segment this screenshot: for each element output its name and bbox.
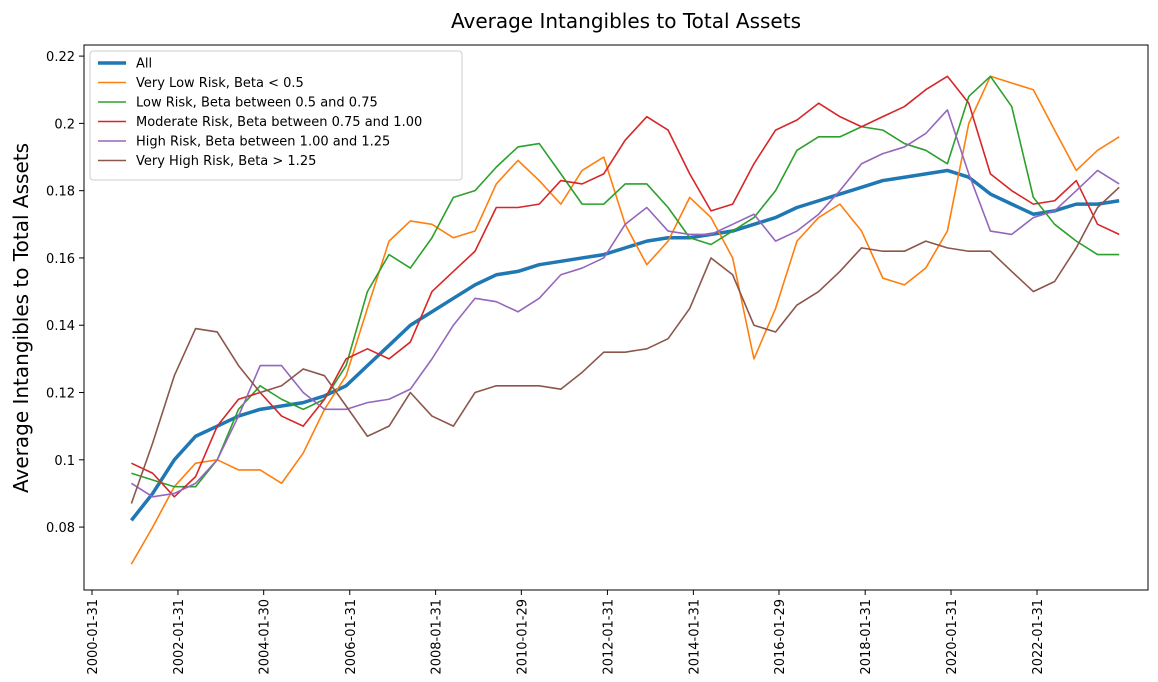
x-tick-label: 2020-01-31 <box>945 599 960 675</box>
y-tick-label: 0.12 <box>46 387 75 402</box>
y-tick-label: 0.16 <box>46 252 75 267</box>
legend-label: Moderate Risk, Beta between 0.75 and 1.0… <box>136 115 422 130</box>
x-tick-label: 2016-01-29 <box>773 599 788 675</box>
x-tick-label: 2022-01-31 <box>1031 599 1046 675</box>
y-tick-label: 0.22 <box>46 50 75 65</box>
chart-title: Average Intangibles to Total Assets <box>451 9 801 33</box>
legend-label: High Risk, Beta between 1.00 and 1.25 <box>136 135 390 150</box>
y-tick-label: 0.1 <box>54 454 75 469</box>
x-tick-label: 2014-01-31 <box>687 599 702 675</box>
x-tick-label: 2012-01-31 <box>601 599 616 675</box>
x-tick-label: 2008-01-31 <box>430 599 445 675</box>
x-tick-label: 2010-01-29 <box>515 599 530 675</box>
y-tick-label: 0.08 <box>46 521 75 536</box>
x-tick-label: 2006-01-31 <box>344 599 359 675</box>
y-tick-label: 0.2 <box>54 117 75 132</box>
legend-box <box>89 50 463 181</box>
legend-label: Low Risk, Beta between 0.5 and 0.75 <box>136 96 378 111</box>
series-line <box>130 186 1120 504</box>
series-line <box>130 109 1120 498</box>
plot-frame <box>83 44 1149 591</box>
x-tick-label: 2000-01-31 <box>86 599 101 675</box>
y-tick-label: 0.18 <box>46 185 75 200</box>
y-tick-label: 0.14 <box>46 319 75 334</box>
y-axis-label: Average Intangibles to Total Assets <box>9 143 33 493</box>
series-line <box>130 168 1120 522</box>
legend-label: Very High Risk, Beta > 1.25 <box>136 154 316 169</box>
series-line <box>131 75 1120 498</box>
legend-label: Very Low Risk, Beta < 0.5 <box>136 76 304 91</box>
x-tick-label: 2018-01-31 <box>859 599 874 675</box>
legend-label: All <box>136 57 152 72</box>
x-tick-label: 2002-01-31 <box>172 599 187 675</box>
series-line <box>131 75 1120 488</box>
x-tick-label: 2004-01-30 <box>258 599 273 675</box>
